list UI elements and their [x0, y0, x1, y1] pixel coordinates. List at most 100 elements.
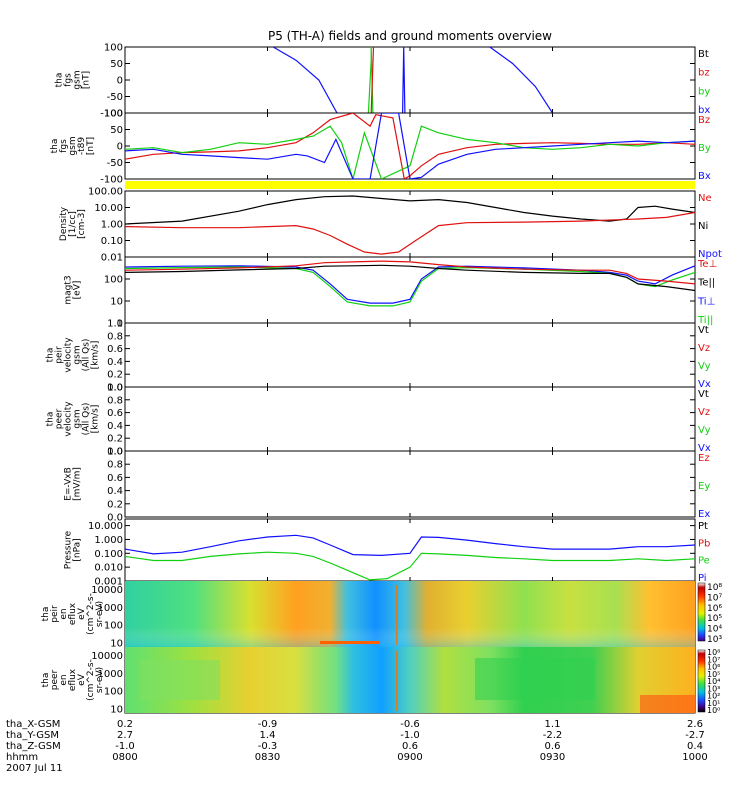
y-axis-label-line: eV	[77, 673, 87, 686]
y-tick-label: 1.00	[101, 220, 123, 231]
legend-entry: Ne	[698, 193, 712, 204]
legend-entry: Ti⊥	[697, 296, 715, 307]
footer-row-label: hhmm	[6, 752, 38, 763]
colorbar-tick-label: 10⁶	[707, 604, 722, 614]
legend-entry: Vx	[698, 379, 711, 390]
footer-value: 0900	[397, 752, 422, 763]
series-line-pe	[125, 551, 695, 581]
y-tick-label: 100	[104, 275, 123, 286]
legend-entry: Pt	[698, 521, 708, 532]
ion-colorbar	[697, 582, 706, 642]
y-tick-label: 0.010	[94, 563, 123, 574]
y-tick-label: 50	[110, 125, 123, 136]
y-tick-label: 0.6	[107, 408, 123, 419]
y-tick-label: 0.4	[107, 421, 123, 432]
colorbar-ticks: 10⁸10⁷10⁶10⁵10⁴10³10⁸10⁷10⁶10⁵10⁴10³10²1…	[707, 583, 722, 715]
legend-entry: Bz	[698, 115, 710, 126]
footer-value: -1.0	[115, 741, 135, 752]
y-axis-label-line: E=-VxB	[64, 467, 74, 501]
y-tick-label: 10.00	[94, 203, 123, 214]
panel-fgs-t89: 100 50 0 -50 -100 tha fgs gsm -t89 [nT] Bz By Bx	[50, 109, 711, 186]
y-axis-label-line: -t89	[77, 137, 87, 156]
y-axis-label-line: velocity	[64, 401, 74, 437]
series-line-bx	[272, 47, 338, 113]
y-axis-label-line: gsm	[73, 70, 83, 89]
y-axis-label-line: eflux	[68, 668, 78, 691]
y-tick-label: 0.001	[94, 577, 123, 588]
series-line-te	[125, 264, 695, 292]
y-tick-label: 100	[104, 687, 123, 698]
y-axis-label-line: eV	[77, 607, 87, 620]
colorbar-tick-label: 10²	[707, 692, 720, 701]
legend-entry: Ez	[698, 453, 710, 464]
y-axis-label-line: tha	[46, 412, 56, 427]
panel-frame	[124, 46, 696, 114]
y-tick-label: 0.0	[107, 383, 123, 394]
y-tick-label: 0.0	[107, 447, 123, 458]
y-tick-label: -100	[100, 109, 123, 120]
y-axis-label-line: magt3	[64, 275, 74, 304]
legend-entry: Npot	[698, 249, 722, 260]
series-line-bx	[402, 47, 406, 113]
footer-value: -2.2	[543, 730, 563, 741]
legend-entry: Bt	[698, 49, 709, 60]
y-tick-label: 0.2	[107, 499, 123, 510]
legend-entry: Ey	[698, 481, 710, 492]
colorbar-tick-label: 10⁷	[707, 655, 720, 664]
y-tick-label: 1.0	[107, 319, 123, 330]
panel-pressure: 10.000 1.000 0.100 0.010 0.001 Pressure [nPa] P…	[64, 518, 710, 588]
colorbar-tick-label: 10³	[707, 635, 722, 645]
y-tick-label: -100	[100, 175, 123, 186]
y-axis-label-line: gsm	[73, 345, 83, 364]
footer-value: 0930	[540, 752, 565, 763]
y-tick-label: 0.100	[94, 549, 123, 560]
footer-value: 0.4	[687, 741, 703, 752]
y-axis-label-line: sr-eV)	[95, 667, 105, 693]
y-tick-label: 0.4	[107, 486, 123, 497]
colorbar-tick-label: 10⁵	[707, 614, 722, 624]
series-line-te	[125, 260, 695, 285]
footer-value: 0.6	[545, 741, 561, 752]
y-axis-label-line: [mV/m]	[73, 467, 83, 501]
legend-entry: Ni	[698, 221, 708, 232]
y-tick-label: 0.10	[101, 236, 123, 247]
electron-spectrogram	[125, 647, 695, 713]
footer-value: 2.6	[687, 719, 703, 730]
series-group	[272, 47, 554, 113]
y-tick-label: 10.000	[88, 521, 123, 532]
series-line-ni	[125, 195, 695, 225]
y-tick-label: 10000	[91, 651, 123, 662]
footer-value: 0830	[255, 752, 280, 763]
y-axis-label-line: Pressure	[64, 530, 74, 569]
y-tick-label: 50	[110, 59, 123, 70]
legend-entry: by	[698, 86, 710, 97]
legend-entry: Vz	[698, 343, 710, 354]
y-tick-label: 100	[104, 109, 123, 120]
y-axis-label-line: en	[59, 674, 69, 685]
y-tick-label: 100	[104, 43, 123, 54]
footer-value: -1.0	[400, 730, 420, 741]
flag-bar	[125, 181, 695, 189]
y-tick-label: 10	[110, 705, 123, 716]
colorbar-tick-label: 10⁴	[707, 625, 722, 635]
y-axis-label-line: tha	[50, 139, 60, 154]
footer-value: -2.7	[685, 730, 705, 741]
y-axis-label-line: (All Qs)	[82, 339, 92, 372]
y-axis-label-line: fgs	[64, 73, 74, 87]
footer-value: 2.7	[117, 730, 133, 741]
series-line-by	[125, 125, 695, 179]
y-axis-label-line: eflux	[68, 602, 78, 625]
y-axis-label-line: [nT]	[86, 137, 96, 155]
colorbar-tick-label: 10⁶	[707, 663, 720, 672]
y-axis-label-line: [eV]	[73, 281, 83, 300]
legend-entry: Vt	[698, 325, 709, 336]
y-tick-label: -50	[107, 92, 123, 103]
y-axis-label-line: [nT]	[82, 71, 92, 89]
y-axis-label-line: fgs	[59, 139, 69, 153]
y-tick-label: 100	[104, 621, 123, 632]
y-axis-label-line: [nPa]	[73, 538, 83, 561]
series-group	[125, 534, 695, 581]
